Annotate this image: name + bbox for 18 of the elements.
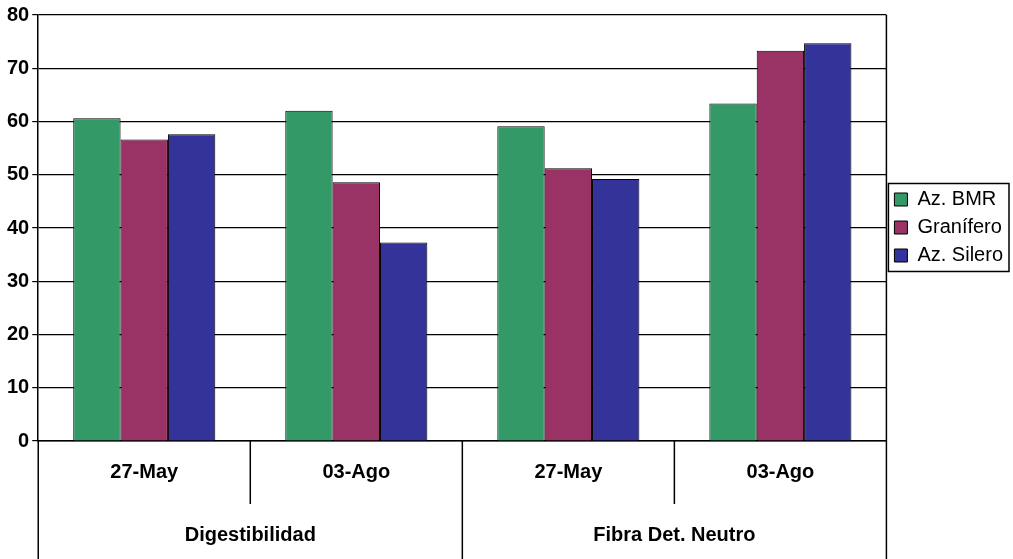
text: Fibra Det. Neutro: [593, 523, 756, 546]
y-tick-label: 50: [7, 162, 30, 185]
x-tick-label: 03-Ago: [322, 460, 391, 483]
y-tick-label: 70: [7, 55, 30, 78]
x-tick-label: 03-Ago: [746, 460, 815, 483]
y-tick-label: 40: [7, 215, 30, 238]
y-tick-label: 30: [7, 268, 30, 291]
y-tick-label: 10: [7, 375, 30, 398]
x-tick-label: 27-May: [110, 460, 180, 483]
legend-label: Az. Silero: [917, 243, 1004, 266]
y-tick-label: 20: [7, 322, 30, 345]
x-tick-label: 27-May: [534, 460, 604, 483]
y-tick-label: 0: [18, 428, 30, 451]
text: Digestibilidad: [184, 523, 316, 546]
legend-label: Granífero: [917, 215, 1002, 238]
y-tick-label: 80: [7, 2, 30, 25]
legend-label: Az. BMR: [917, 187, 997, 210]
y-tick-label: 60: [7, 109, 30, 132]
